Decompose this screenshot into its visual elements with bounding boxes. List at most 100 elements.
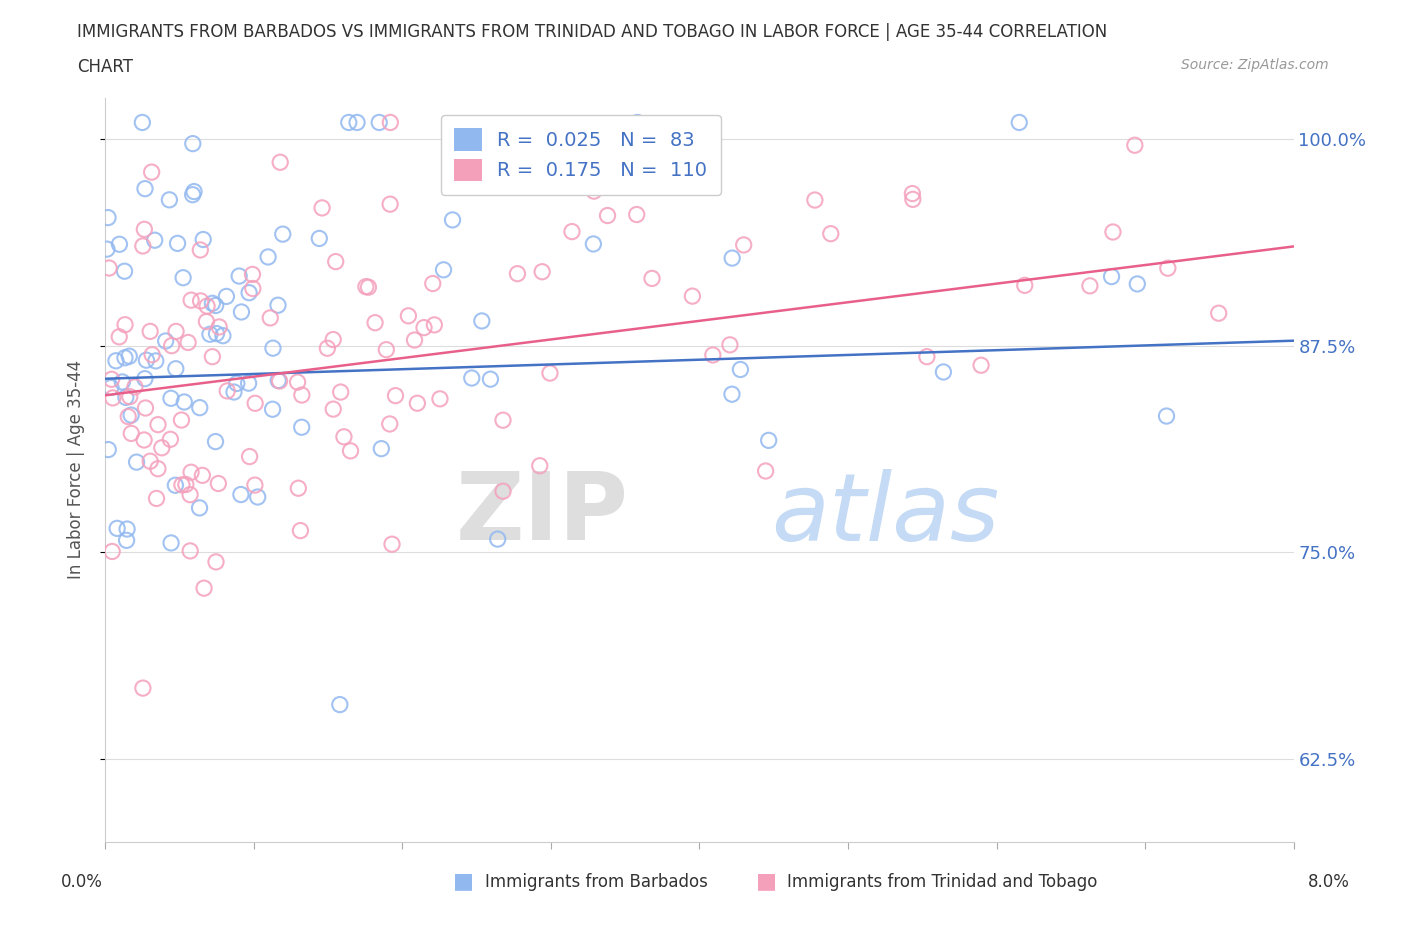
Point: [1008, 115, 1031, 130]
Point: [165, 324, 187, 339]
Point: [901, 192, 924, 206]
Point: [239, 449, 262, 464]
Point: [120, 426, 142, 441]
Point: [228, 269, 250, 284]
Point: [115, 533, 138, 548]
Text: 0.0%: 0.0%: [60, 872, 103, 891]
Point: [191, 468, 214, 483]
Point: [267, 373, 290, 388]
Point: [159, 432, 181, 446]
Point: [730, 362, 752, 377]
Point: [1157, 260, 1180, 275]
Point: [290, 524, 312, 538]
Point: [101, 391, 124, 405]
Point: [180, 293, 202, 308]
Point: [486, 532, 509, 547]
Point: [561, 224, 583, 239]
Point: [538, 365, 561, 380]
Point: [733, 237, 755, 252]
Point: [160, 536, 183, 551]
Point: [97, 442, 120, 457]
Point: [329, 698, 352, 712]
Point: [146, 461, 169, 476]
Point: [915, 350, 938, 365]
Point: [238, 376, 260, 391]
Point: [721, 387, 744, 402]
Text: Immigrants from Trinidad and Tobago: Immigrants from Trinidad and Tobago: [787, 872, 1098, 891]
Text: Source: ZipAtlas.com: Source: ZipAtlas.com: [1181, 58, 1329, 72]
Point: [1078, 278, 1101, 293]
Point: [160, 391, 183, 405]
Point: [188, 400, 211, 415]
Point: [243, 478, 266, 493]
Point: [114, 390, 136, 405]
Point: [721, 251, 744, 266]
Point: [262, 402, 284, 417]
Point: [269, 374, 291, 389]
Point: [311, 201, 333, 216]
Point: [160, 339, 183, 353]
Point: [181, 136, 204, 151]
Point: [1014, 278, 1036, 293]
Point: [150, 440, 173, 455]
Point: [238, 286, 260, 300]
Point: [441, 212, 464, 227]
Point: [183, 184, 205, 199]
Point: [118, 349, 141, 364]
Point: [134, 401, 156, 416]
Point: [170, 477, 193, 492]
Point: [901, 186, 924, 201]
Point: [222, 385, 245, 400]
Point: [155, 334, 177, 349]
Point: [582, 184, 605, 199]
Point: [100, 380, 122, 395]
Point: [396, 309, 419, 324]
Point: [262, 340, 284, 355]
Text: 8.0%: 8.0%: [1308, 872, 1350, 891]
Point: [118, 390, 141, 405]
Point: [132, 681, 155, 696]
Point: [404, 333, 426, 348]
Point: [702, 348, 724, 363]
Point: [98, 260, 121, 275]
Point: [384, 388, 406, 403]
Point: [337, 115, 360, 130]
Point: [120, 407, 142, 422]
Text: atlas: atlas: [770, 469, 1000, 560]
Point: [259, 311, 281, 325]
Point: [212, 328, 235, 343]
Point: [1208, 306, 1230, 321]
Text: IMMIGRANTS FROM BARBADOS VS IMMIGRANTS FROM TRINIDAD AND TOBAGO IN LABOR FORCE |: IMMIGRANTS FROM BARBADOS VS IMMIGRANTS F…: [77, 23, 1108, 41]
Point: [381, 537, 404, 551]
Point: [141, 165, 163, 179]
Point: [246, 489, 269, 504]
Point: [325, 254, 347, 269]
Point: [201, 296, 224, 311]
Point: [125, 455, 148, 470]
Point: [242, 281, 264, 296]
Point: [165, 478, 187, 493]
Point: [114, 351, 136, 365]
Point: [132, 432, 155, 447]
Point: [257, 249, 280, 264]
Point: [322, 332, 344, 347]
Point: [681, 288, 703, 303]
Point: [201, 350, 224, 365]
Point: [368, 115, 391, 130]
Point: [173, 394, 195, 409]
Point: [145, 353, 167, 368]
Point: [354, 279, 377, 294]
Point: [461, 370, 484, 385]
Y-axis label: In Labor Force | Age 35-44: In Labor Force | Age 35-44: [66, 360, 84, 579]
Point: [124, 379, 146, 394]
Point: [115, 522, 138, 537]
Point: [243, 396, 266, 411]
Point: [1126, 276, 1149, 291]
Point: [204, 298, 226, 312]
Point: [506, 266, 529, 281]
Point: [225, 376, 247, 391]
Point: [108, 237, 131, 252]
Point: [193, 580, 215, 595]
Point: [308, 231, 330, 246]
Point: [139, 324, 162, 339]
